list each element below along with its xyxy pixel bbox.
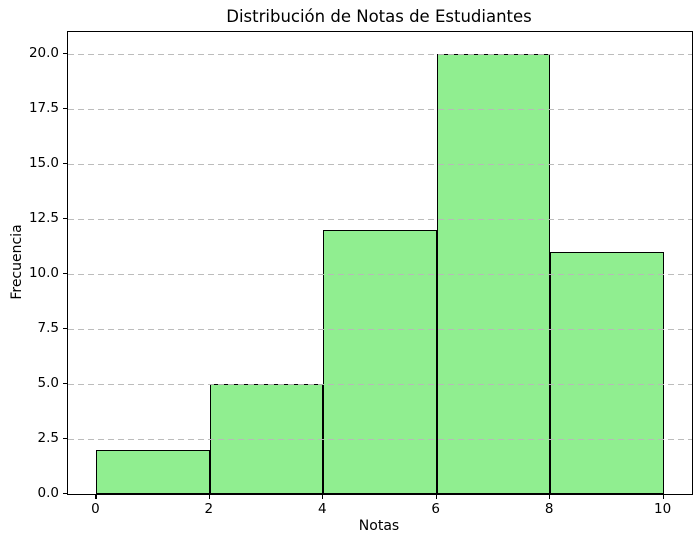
xtick-mark-10 (662, 495, 664, 499)
xtick-mark-6 (435, 495, 437, 499)
xtick-label-0: 0 (91, 501, 100, 517)
chart-title: Distribución de Notas de Estudiantes (226, 7, 532, 26)
gridline-y-17.5 (68, 109, 692, 110)
ytick-label-7.5: 7.5 (37, 320, 59, 336)
ytick-label-15.0: 15.0 (28, 155, 59, 171)
ytick-label-17.5: 17.5 (28, 100, 59, 116)
xtick-label-8: 8 (544, 501, 554, 517)
xtick-label-4: 4 (317, 501, 327, 517)
gridline-y-10.0 (68, 274, 692, 275)
gridline-y-7.5 (68, 329, 692, 330)
xtick-label-10: 10 (654, 501, 672, 517)
ytick-label-2.5: 2.5 (37, 430, 59, 446)
ytick-mark-12.5 (63, 218, 67, 220)
histogram-bar-8-10 (550, 252, 664, 494)
ytick-mark-15.0 (63, 163, 67, 165)
ytick-mark-5.0 (63, 383, 67, 385)
gridline-y-5.0 (68, 384, 692, 385)
xtick-label-6: 6 (431, 501, 441, 517)
gridline-y-2.5 (68, 439, 692, 440)
xtick-mark-0 (95, 495, 97, 499)
y-axis-label-text: Frecuencia (9, 224, 25, 300)
ytick-mark-10.0 (63, 273, 67, 275)
histogram-bar-4-6 (323, 230, 437, 494)
gridline-y-20.0 (68, 54, 692, 55)
plot-area (67, 31, 693, 495)
ytick-mark-20.0 (63, 53, 67, 55)
ytick-mark-0.0 (63, 493, 67, 495)
ytick-label-0.0: 0.0 (37, 485, 59, 501)
histogram-bar-0-2 (96, 450, 210, 494)
xtick-mark-4 (322, 495, 324, 499)
ytick-mark-2.5 (63, 438, 67, 440)
ytick-mark-17.5 (63, 108, 67, 110)
xtick-mark-8 (549, 495, 551, 499)
gridline-y-12.5 (68, 219, 692, 220)
ytick-label-20.0: 20.0 (28, 45, 59, 61)
ytick-mark-7.5 (63, 328, 67, 330)
x-axis-label: Notas (358, 518, 400, 534)
xtick-mark-2 (208, 495, 210, 499)
ytick-label-10.0: 10.0 (28, 265, 59, 281)
xtick-label-2: 2 (204, 501, 214, 517)
ytick-label-12.5: 12.5 (28, 210, 59, 226)
gridline-y-15.0 (68, 164, 692, 165)
ytick-label-5.0: 5.0 (37, 375, 59, 391)
